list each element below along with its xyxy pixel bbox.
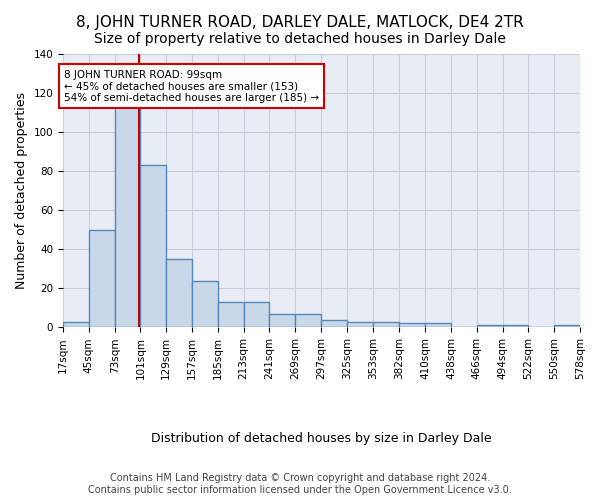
Bar xyxy=(192,280,218,328)
Bar xyxy=(373,322,400,328)
Bar xyxy=(115,106,140,328)
Bar xyxy=(63,322,89,328)
Y-axis label: Number of detached properties: Number of detached properties xyxy=(15,92,28,289)
Bar xyxy=(244,302,269,328)
Bar xyxy=(503,326,529,328)
Bar xyxy=(295,314,321,328)
Bar xyxy=(554,326,580,328)
Text: 8 JOHN TURNER ROAD: 99sqm
← 45% of detached houses are smaller (153)
54% of semi: 8 JOHN TURNER ROAD: 99sqm ← 45% of detac… xyxy=(64,70,319,103)
Bar xyxy=(89,230,115,328)
Bar xyxy=(347,322,373,328)
Bar xyxy=(400,324,425,328)
Bar xyxy=(269,314,295,328)
Bar xyxy=(166,259,192,328)
Bar xyxy=(425,324,451,328)
X-axis label: Distribution of detached houses by size in Darley Dale: Distribution of detached houses by size … xyxy=(151,432,492,445)
Bar xyxy=(140,166,166,328)
Bar xyxy=(477,326,503,328)
Text: Contains HM Land Registry data © Crown copyright and database right 2024.
Contai: Contains HM Land Registry data © Crown c… xyxy=(88,474,512,495)
Text: Size of property relative to detached houses in Darley Dale: Size of property relative to detached ho… xyxy=(94,32,506,46)
Bar xyxy=(321,320,347,328)
Text: 8, JOHN TURNER ROAD, DARLEY DALE, MATLOCK, DE4 2TR: 8, JOHN TURNER ROAD, DARLEY DALE, MATLOC… xyxy=(76,15,524,30)
Bar xyxy=(218,302,244,328)
